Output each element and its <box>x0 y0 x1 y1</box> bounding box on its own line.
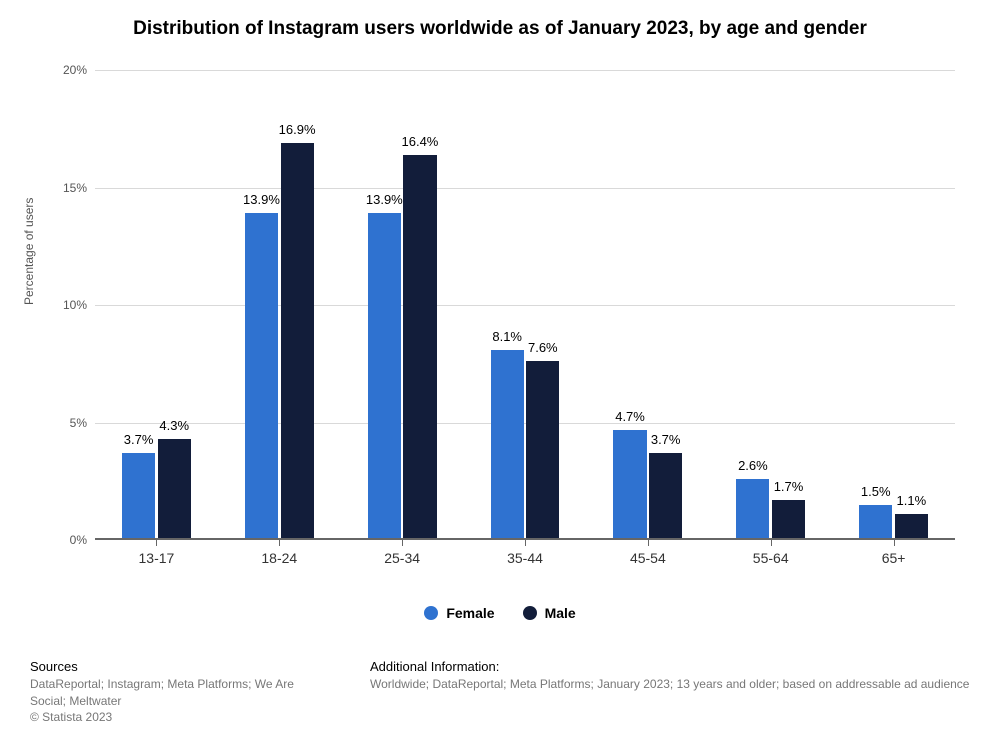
y-tick-label: 5% <box>70 416 87 430</box>
info-text: Worldwide; DataReportal; Meta Platforms;… <box>370 676 970 692</box>
x-axis-line <box>95 538 955 540</box>
gridline <box>95 423 955 424</box>
bar-value-label: 7.6% <box>528 340 558 355</box>
y-tick-label: 0% <box>70 533 87 547</box>
x-tick <box>156 540 157 546</box>
bar: 4.7% <box>613 430 646 540</box>
footer: Sources DataReportal; Instagram; Meta Pl… <box>30 659 970 725</box>
chart-plot-area: 0%5%10%15%20%13-173.7%4.3%18-2413.9%16.9… <box>95 70 955 540</box>
bar-value-label: 13.9% <box>243 192 280 207</box>
y-axis-label: Percentage of users <box>22 198 36 305</box>
bar: 1.5% <box>859 505 892 540</box>
y-tick-label: 10% <box>63 298 87 312</box>
legend-dot-icon <box>523 606 537 620</box>
x-tick <box>402 540 403 546</box>
bar: 3.7% <box>122 453 155 540</box>
legend-dot-icon <box>424 606 438 620</box>
bar: 13.9% <box>245 213 278 540</box>
x-tick-label: 35-44 <box>507 550 543 566</box>
bar-value-label: 16.4% <box>402 134 439 149</box>
sources-text: DataReportal; Instagram; Meta Platforms;… <box>30 676 330 708</box>
sources-heading: Sources <box>30 659 330 674</box>
x-tick-label: 45-54 <box>630 550 666 566</box>
gridline <box>95 305 955 306</box>
chart-title: Distribution of Instagram users worldwid… <box>0 0 1000 50</box>
bar-value-label: 13.9% <box>366 192 403 207</box>
bar-value-label: 4.3% <box>159 418 189 433</box>
legend-label: Male <box>545 605 576 621</box>
x-tick-label: 18-24 <box>261 550 297 566</box>
bar-value-label: 1.1% <box>897 493 927 508</box>
x-tick-label: 13-17 <box>139 550 175 566</box>
bar: 13.9% <box>368 213 401 540</box>
bar-value-label: 3.7% <box>651 432 681 447</box>
x-tick <box>525 540 526 546</box>
x-tick <box>771 540 772 546</box>
x-tick <box>894 540 895 546</box>
x-tick-label: 55-64 <box>753 550 789 566</box>
x-tick <box>648 540 649 546</box>
x-tick-label: 65+ <box>882 550 906 566</box>
bar: 16.9% <box>281 143 314 540</box>
x-tick-label: 25-34 <box>384 550 420 566</box>
y-tick-label: 20% <box>63 63 87 77</box>
legend-item: Male <box>523 605 576 621</box>
legend-item: Female <box>424 605 494 621</box>
bar-value-label: 3.7% <box>124 432 154 447</box>
bar: 8.1% <box>491 350 524 540</box>
legend-label: Female <box>446 605 494 621</box>
legend: Female Male <box>0 605 1000 625</box>
bar-value-label: 2.6% <box>738 458 768 473</box>
bar: 16.4% <box>403 155 436 540</box>
bar: 4.3% <box>158 439 191 540</box>
gridline <box>95 188 955 189</box>
bar-value-label: 8.1% <box>492 329 522 344</box>
gridline <box>95 70 955 71</box>
info-heading: Additional Information: <box>370 659 970 674</box>
bar: 2.6% <box>736 479 769 540</box>
bar-value-label: 1.7% <box>774 479 804 494</box>
bar: 7.6% <box>526 361 559 540</box>
bar-value-label: 4.7% <box>615 409 645 424</box>
bar: 1.7% <box>772 500 805 540</box>
x-tick <box>279 540 280 546</box>
bar: 1.1% <box>895 514 928 540</box>
bar: 3.7% <box>649 453 682 540</box>
y-tick-label: 15% <box>63 181 87 195</box>
bar-value-label: 1.5% <box>861 484 891 499</box>
copyright-text: © Statista 2023 <box>30 709 330 725</box>
bar-value-label: 16.9% <box>279 122 316 137</box>
